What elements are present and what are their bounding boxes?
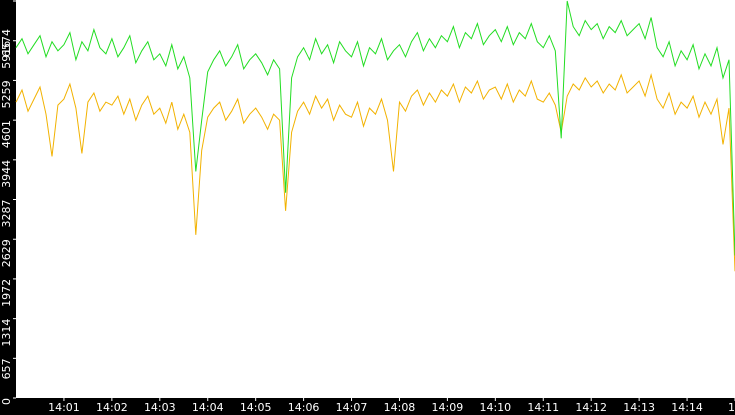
y-tick-label: 657: [0, 358, 13, 379]
y-tick-label: 5916: [0, 41, 13, 69]
x-tick-label: 14:02: [96, 401, 128, 414]
y-tick-label: 5259: [0, 80, 13, 108]
x-tick-label: 14:11: [527, 401, 559, 414]
x-tick-label: 14:08: [384, 401, 416, 414]
x-tick-label: 14:10: [479, 401, 511, 414]
x-tick-label: 14:06: [288, 401, 320, 414]
series-line: [15, 0, 735, 256]
x-tick-label: 14:14: [671, 401, 703, 414]
y-axis-band: [0, 0, 16, 415]
y-tick-label: 3287: [0, 200, 13, 228]
x-tick-label: 14:01: [48, 401, 80, 414]
x-tick-label: 14:03: [144, 401, 176, 414]
x-tick-label: 14:05: [240, 401, 272, 414]
y-tick-label: 4601: [0, 120, 13, 148]
y-tick-label: 6574: [0, 29, 13, 57]
x-tick-label: 14: [728, 401, 735, 414]
y-tick-label: 0: [0, 398, 13, 405]
x-tick-label: 14:07: [336, 401, 368, 414]
x-tick-label: 14:09: [432, 401, 464, 414]
x-tick-label: 14:12: [575, 401, 607, 414]
y-tick-label: 1972: [0, 279, 13, 307]
series-line: [15, 72, 735, 272]
x-tick-label: 14:13: [623, 401, 655, 414]
y-tick-label: 3944: [0, 160, 13, 188]
x-axis-band: [0, 398, 735, 415]
y-tick-label: 2629: [0, 239, 13, 267]
y-tick-label: 1314: [0, 319, 13, 347]
x-tick-label: 14:04: [192, 401, 224, 414]
